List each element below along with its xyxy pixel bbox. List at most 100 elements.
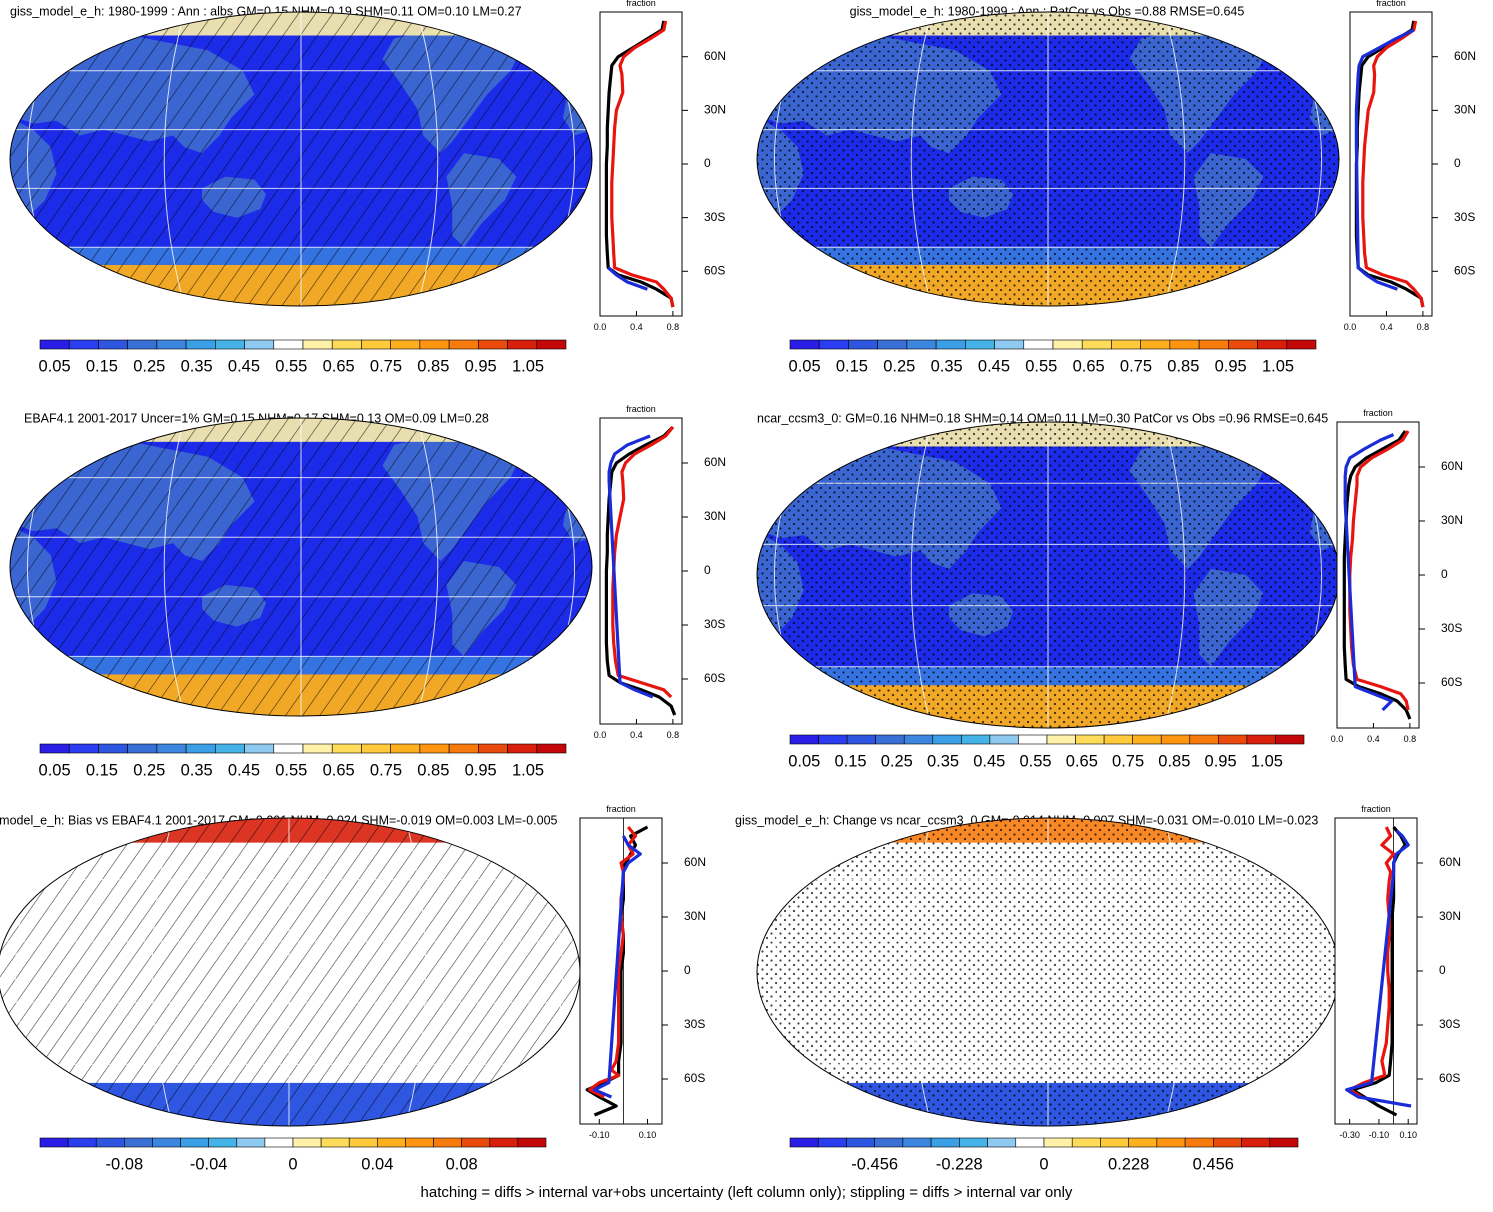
colorbar-swatch bbox=[1160, 734, 1191, 745]
colorbar-label: 0.65 bbox=[1073, 357, 1105, 375]
graticule-lon bbox=[910, 12, 933, 306]
zonal-x-label: -0.10 bbox=[1369, 1130, 1390, 1140]
colorbar-swatch bbox=[302, 743, 333, 754]
colorbar-swatch bbox=[1023, 339, 1054, 350]
colorbar-swatch bbox=[39, 743, 70, 754]
colorbar-label: 0.95 bbox=[1205, 752, 1237, 770]
panel-title: giss_model_e_h: 1980-1999 : Ann : albs G… bbox=[10, 4, 522, 18]
panel-title: ncar_ccsm3_0: GM=0.16 NHM=0.18 SHM=0.14 … bbox=[757, 411, 1328, 425]
graticule-lon bbox=[910, 422, 933, 728]
zonal-lat-label: 60N bbox=[1441, 459, 1463, 473]
continent-greenland bbox=[511, 24, 552, 50]
colorbar-swatch bbox=[215, 743, 245, 754]
colorbar-swatch bbox=[848, 339, 878, 350]
zonal-axis-label: fraction bbox=[1376, 0, 1406, 8]
colorbar-swatch bbox=[817, 1137, 847, 1148]
colorbar-swatch bbox=[156, 339, 187, 350]
panel-title: EBAF4.1 2001-2017 Uncer=1% GM=0.15 NHM=0… bbox=[24, 411, 489, 425]
colorbar-swatch bbox=[1218, 734, 1248, 745]
zonal-series-red bbox=[1361, 20, 1425, 308]
colorbar-swatch bbox=[1075, 734, 1105, 745]
zonal-lat-label: 60N bbox=[1439, 855, 1461, 869]
colorbar-label: 0.65 bbox=[323, 761, 355, 779]
zonal-panel: fraction 60N 30N 0 30S 60S 0.0 0.4 0.8 bbox=[594, 404, 726, 740]
colorbar-swatch bbox=[152, 1137, 181, 1148]
colorbar-swatch bbox=[1100, 1137, 1129, 1148]
zonal-x-label: -0.10 bbox=[589, 1130, 610, 1140]
colorbar-label: 0.85 bbox=[1158, 752, 1190, 770]
panel-4: ncar_ccsm3_0: GM=0.16 NHM=0.18 SHM=0.14 … bbox=[756, 408, 1463, 770]
colorbar-swatch bbox=[68, 339, 99, 350]
continent-greenland bbox=[1258, 24, 1299, 50]
zonal-lat-label: 60S bbox=[1454, 263, 1475, 277]
colorbar-swatch bbox=[208, 1137, 238, 1148]
map-outline bbox=[9, 417, 593, 717]
colorbar-swatch bbox=[1018, 734, 1048, 745]
colorbar-swatch bbox=[935, 339, 966, 350]
colorbar-swatch bbox=[1128, 1137, 1158, 1148]
colorbar-swatch bbox=[124, 1137, 153, 1148]
colorbar-label: -0.228 bbox=[936, 1155, 983, 1173]
graticule-lon bbox=[910, 818, 933, 1126]
colorbar-label: 0.65 bbox=[323, 357, 355, 375]
colorbar-swatch bbox=[818, 339, 849, 350]
zonal-x-label: 0.4 bbox=[630, 730, 643, 740]
colorbar-label: 0.25 bbox=[883, 357, 915, 375]
zonal-x-label: 0.0 bbox=[1331, 734, 1344, 744]
colorbar-swatch bbox=[1043, 1137, 1073, 1148]
zonal-series-red bbox=[1347, 826, 1396, 1099]
zonal-lat-label: 30S bbox=[684, 1017, 705, 1031]
colorbar-label: 0.35 bbox=[927, 752, 959, 770]
colorbar-label: 0.25 bbox=[133, 357, 165, 375]
colorbar-swatch bbox=[320, 1137, 350, 1148]
colorbar-swatch bbox=[127, 339, 158, 350]
zonal-x-label: 0.10 bbox=[1399, 1130, 1417, 1140]
zonal-series-black bbox=[604, 20, 675, 308]
zonal-series-red bbox=[1348, 430, 1410, 711]
colorbar-label: 1.05 bbox=[512, 761, 544, 779]
colorbar-swatch bbox=[331, 743, 362, 754]
colorbar-swatch bbox=[215, 339, 245, 350]
colorbar-swatch bbox=[236, 1137, 266, 1148]
map-outline bbox=[9, 11, 593, 307]
zonal-panel: fraction 60N 30N 0 30S 60S 0.0 0.4 0.8 bbox=[1344, 0, 1476, 332]
colorbar-swatch bbox=[789, 339, 820, 350]
colorbar: 0.05 0.15 0.25 0.35 0.45 0.55 0.65 0.75 0.85 0.95… bbox=[788, 734, 1305, 770]
colorbar-label: 1.05 bbox=[1262, 357, 1294, 375]
colorbar-swatch bbox=[1071, 1137, 1101, 1148]
graticule-lon bbox=[416, 12, 439, 306]
colorbar-swatch bbox=[994, 339, 1025, 350]
zonal-lat-label: 30S bbox=[1454, 210, 1475, 224]
continent-greenland bbox=[1258, 830, 1299, 858]
colorbar-label: 0.04 bbox=[361, 1155, 393, 1173]
colorbar-swatch bbox=[1275, 734, 1305, 745]
zonal-lat-label: 0 bbox=[1439, 963, 1446, 977]
colorbar-swatch bbox=[507, 339, 538, 350]
colorbar-swatch bbox=[461, 1137, 491, 1148]
zonal-series-blue bbox=[1345, 829, 1412, 1108]
colorbar-swatch bbox=[419, 339, 450, 350]
zonal-x-label: 0.8 bbox=[1417, 322, 1430, 332]
colorbar: 0.05 0.15 0.25 0.35 0.45 0.55 0.65 0.75 0.85 0.95… bbox=[789, 339, 1317, 375]
colorbar-label: 0.25 bbox=[881, 752, 913, 770]
panel-6: giss_model_e_h: Change vs ncar_ccsm3_0 G… bbox=[735, 804, 1461, 1173]
map-outline bbox=[756, 11, 1340, 307]
colorbar-label: 0.08 bbox=[446, 1155, 478, 1173]
zonal-series-red bbox=[610, 20, 675, 308]
zonal-axis-label: fraction bbox=[626, 0, 656, 8]
colorbar-swatch bbox=[180, 1137, 209, 1148]
colorbar-swatch bbox=[877, 339, 908, 350]
panel-1: giss_model_e_h: 1980-1999 : Ann : albs G… bbox=[9, 0, 726, 375]
colorbar-swatch bbox=[419, 743, 450, 754]
colorbar-label: 0.85 bbox=[1167, 357, 1199, 375]
zonal-x-label: 0.8 bbox=[1404, 734, 1417, 744]
colorbar-swatch bbox=[127, 743, 158, 754]
colorbar-swatch bbox=[377, 1137, 406, 1148]
graticule-lon bbox=[416, 418, 439, 716]
colorbar-label: 0.05 bbox=[789, 357, 821, 375]
colorbar-label: 0.55 bbox=[1020, 752, 1052, 770]
colorbar-swatch bbox=[959, 1137, 988, 1148]
colorbar: 0.05 0.15 0.25 0.35 0.45 0.55 0.65 0.75 0.85 0.95… bbox=[39, 339, 567, 375]
panel-2: giss_model_e_h: 1980-1999 : Ann : PatCor… bbox=[756, 0, 1476, 375]
zonal-lat-label: 60S bbox=[704, 263, 725, 277]
